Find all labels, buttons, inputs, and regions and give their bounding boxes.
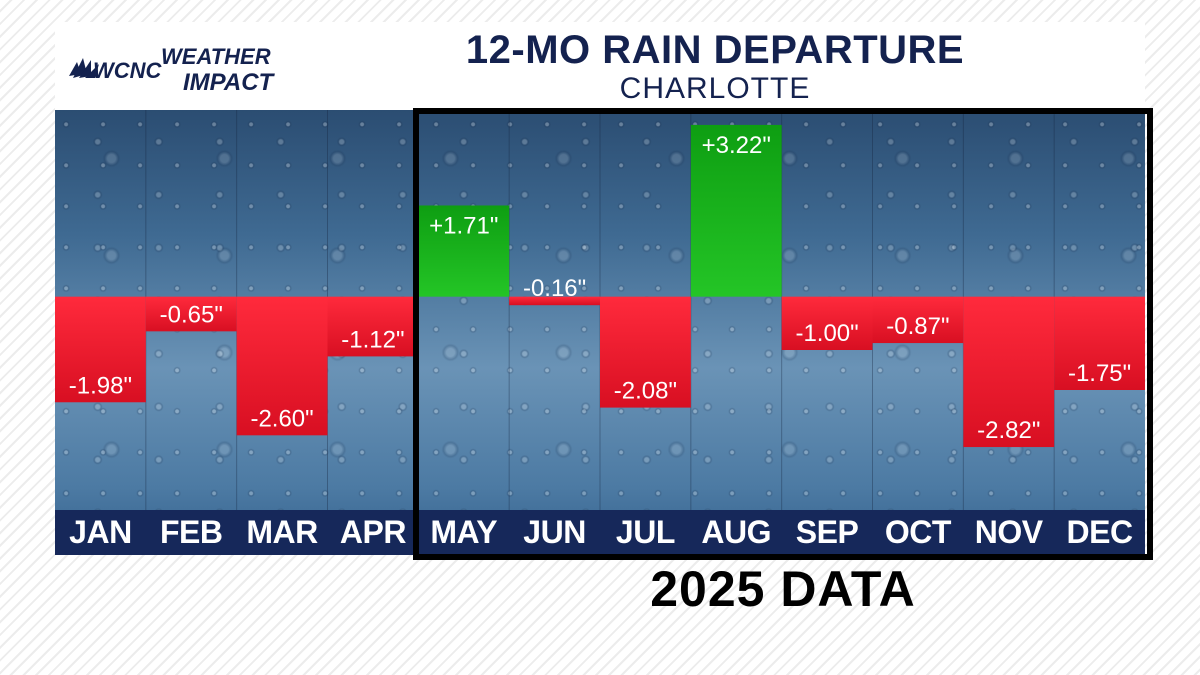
month-label-may: MAY	[430, 514, 498, 550]
month-label-apr: APR	[339, 514, 407, 550]
logo-line2: IMPACT	[183, 69, 276, 96]
month-label-nov: NOV	[974, 514, 1043, 550]
highlight-box	[413, 108, 1153, 560]
bar-label-jul: -2.08"	[614, 378, 677, 405]
bar-may	[418, 205, 510, 297]
bar-label-jan: -1.98"	[69, 372, 132, 399]
bar-label-dec: -1.75"	[1068, 360, 1131, 387]
logo-line1: WEATHER	[161, 44, 271, 69]
wcnc-weather-impact-logo: WCNC WEATHER IMPACT	[69, 44, 276, 96]
bar-feb	[145, 296, 237, 332]
month-axis: JAN FEB MAR APR MAY JUN JUL AUG SEP OCT NOV DEC	[55, 510, 1145, 555]
bar-label-may: +1.71"	[429, 212, 498, 239]
month-label-jun: JUN	[523, 514, 586, 550]
month-label-mar: MAR	[246, 514, 318, 550]
bar-dec	[1054, 296, 1145, 390]
bar-mar	[236, 296, 328, 436]
month-label-jan: JAN	[69, 514, 132, 550]
month-label-sep: SEP	[795, 514, 859, 550]
bar-label-feb: -0.65"	[160, 301, 223, 328]
chart-subtitle: CHARLOTTE	[619, 72, 811, 105]
bar-aug	[690, 124, 782, 297]
bar-label-apr: -1.12"	[341, 326, 404, 353]
bar-label-sep: -1.00"	[795, 320, 858, 347]
bar-oct	[872, 296, 964, 344]
bar-jul	[600, 296, 691, 408]
month-label-feb: FEB	[159, 514, 223, 550]
bar-jan	[55, 296, 146, 403]
bar-apr	[327, 296, 419, 357]
highlight-caption: 2025 DATA	[650, 561, 916, 617]
bar-label-oct: -0.87"	[886, 313, 949, 340]
bar-label-aug: +3.22"	[702, 132, 771, 159]
bar-label-nov: -2.82"	[977, 417, 1040, 444]
bar-sep	[781, 296, 873, 350]
bar-plot: -1.98" -0.65" -2.60" -1.12" +1.71" -0.16" -2.0…	[55, 110, 1145, 510]
peacock-icon	[69, 58, 99, 78]
month-label-aug: AUG	[701, 514, 772, 550]
bar-jun	[509, 296, 600, 306]
logo-station: WCNC	[93, 58, 163, 83]
header-banner: WCNC WEATHER IMPACT 12-MO RAIN DEPARTURE…	[55, 22, 1145, 110]
bar-label-mar: -2.60"	[250, 405, 313, 432]
chart-title: 12-MO RAIN DEPARTURE	[465, 28, 965, 72]
bar-nov	[963, 296, 1055, 448]
month-label-jul: JUL	[615, 514, 675, 550]
month-label-dec: DEC	[1066, 514, 1133, 550]
chart-area: -1.98" -0.65" -2.60" -1.12" +1.71" -0.16" -2.0…	[55, 110, 1145, 555]
month-label-oct: OCT	[884, 514, 952, 550]
bar-label-jun: -0.16"	[523, 275, 586, 302]
